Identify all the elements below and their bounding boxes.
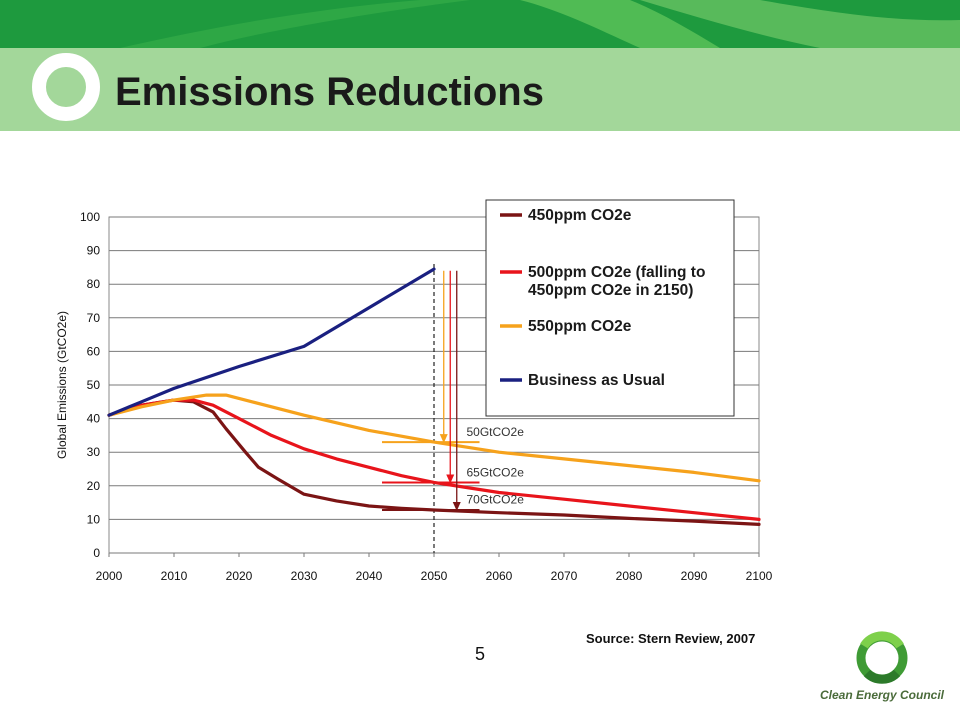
x-tick-label-2010: 2010 xyxy=(161,569,188,583)
series-line-2 xyxy=(107,393,761,483)
y-tick-label-20: 20 xyxy=(87,479,101,493)
annotation-layer: 50GtCO2e 65GtCO2e 70GtCO2e xyxy=(382,270,525,511)
y-tick-label-90: 90 xyxy=(87,244,101,258)
page-number: 5 xyxy=(474,644,485,664)
legend-label-2: 550ppm CO2e xyxy=(528,318,632,335)
series-line-3 xyxy=(107,267,436,417)
y-tick-label-60: 60 xyxy=(87,344,101,358)
legend-label-1: 500ppm CO2e (falling to 450ppm CO2e in 21… xyxy=(528,264,705,299)
source-note: Source: Stern Review, 2007 xyxy=(586,631,756,646)
header-ring-icon xyxy=(32,53,100,121)
y-tick-label-0: 0 xyxy=(93,546,100,560)
y-tick-label-40: 40 xyxy=(87,412,101,426)
y-tick-label-50: 50 xyxy=(87,378,101,392)
target-label-0: 50GtCO2e xyxy=(467,425,525,439)
x-tick-label-2050: 2050 xyxy=(421,569,448,583)
series-line-1 xyxy=(107,398,761,521)
y-tick-label-80: 80 xyxy=(87,277,101,291)
y-axis-label: Global Emissions (GtCO2e) xyxy=(55,311,69,459)
y-tick-label-10: 10 xyxy=(87,512,101,526)
x-tick-label-2040: 2040 xyxy=(356,569,383,583)
x-tick-label-2080: 2080 xyxy=(616,569,643,583)
slide-title: Emissions Reductions xyxy=(115,70,544,114)
target-label-1: 65GtCO2e xyxy=(467,465,525,479)
target-arrowhead-1 xyxy=(446,474,455,484)
target-arrowhead-0 xyxy=(439,434,448,444)
x-tick-label-2000: 2000 xyxy=(96,569,123,583)
x-tick-label-2060: 2060 xyxy=(486,569,513,583)
y-tick-label-70: 70 xyxy=(87,311,101,325)
target-label-2: 70GtCO2e xyxy=(467,492,525,506)
y-tick-label-100: 100 xyxy=(80,210,100,224)
clean-energy-council-logo: Clean Energy Council xyxy=(812,628,952,714)
target-arrowhead-2 xyxy=(452,501,461,511)
header-band-light xyxy=(0,48,960,131)
x-tick-label-2090: 2090 xyxy=(681,569,708,583)
logo-text: Clean Energy Council xyxy=(819,688,945,702)
x-tick-label-2070: 2070 xyxy=(551,569,578,583)
legend-label-3: Business as Usual xyxy=(528,372,665,389)
legend: 450ppm CO2e 500ppm CO2e (falling to 450ppm… xyxy=(485,199,735,417)
series-line-0 xyxy=(107,398,761,526)
slide-header xyxy=(0,0,960,131)
x-tick-label-2020: 2020 xyxy=(226,569,253,583)
series-layer xyxy=(107,267,761,526)
legend-box xyxy=(485,199,735,417)
logo-ring-icon xyxy=(856,631,908,684)
x-tick-label-2030: 2030 xyxy=(291,569,318,583)
x-tick-label-2100: 2100 xyxy=(746,569,773,583)
legend-label-0: 450ppm CO2e xyxy=(528,207,632,224)
y-tick-label-30: 30 xyxy=(87,445,101,459)
